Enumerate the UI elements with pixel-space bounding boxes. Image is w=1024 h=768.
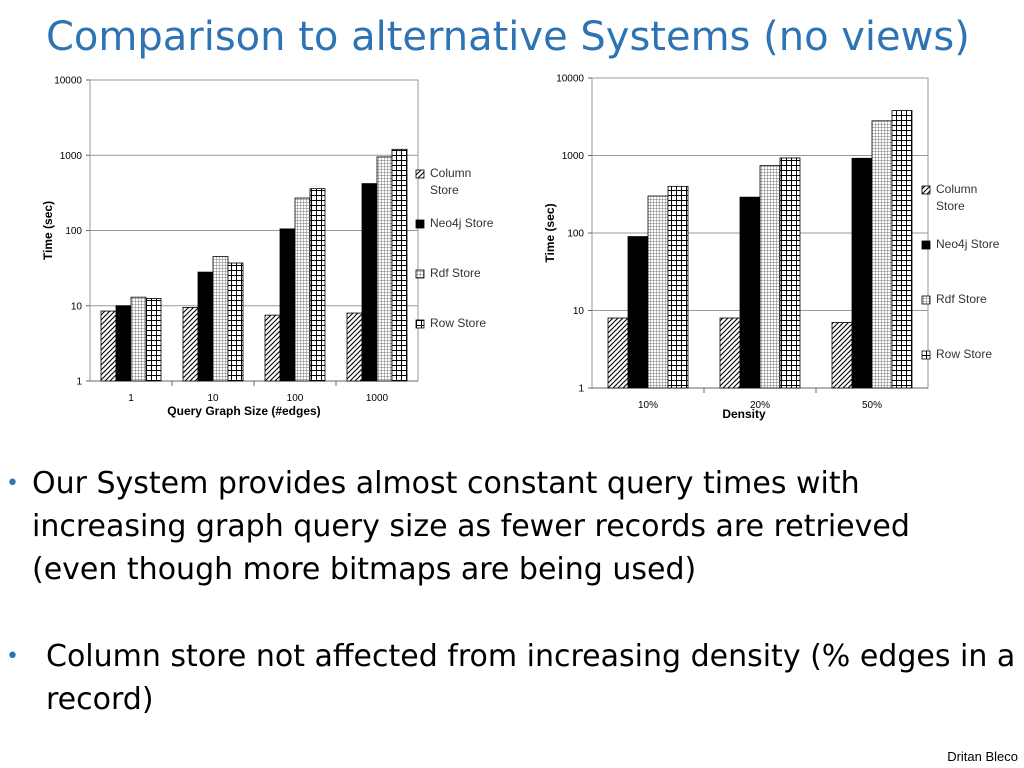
legend-label-neo4j-store: Neo4j Store (430, 216, 494, 230)
chart-density: 1 10 100 1000 10000 10% 20% 50% Density Time (sec… (543, 74, 1000, 422)
legend-label-column-store: Column Store (430, 166, 471, 197)
bullet-item-2: • Column store not affected from increas… (6, 635, 1016, 721)
bar-neo4j-store-10 (627, 236, 649, 389)
legend-swatch-row-store (415, 319, 425, 329)
legend-label-column-store: Column Store (936, 182, 977, 213)
bar-neo4j-store-1 (115, 305, 132, 382)
x-tick-label: 10 (207, 393, 219, 404)
bullet-dot-icon: • (6, 644, 19, 669)
y-tick-label: 100 (65, 226, 82, 237)
bar-column-store-10 (182, 307, 199, 382)
bar-column-store-50 (831, 322, 853, 389)
y-tick-label: 1000 (60, 151, 83, 162)
legend-swatch-column-store (415, 169, 425, 179)
bar-neo4j-store-100 (279, 228, 296, 382)
y-tick-label: 10000 (54, 76, 82, 87)
y-tick-label: 1000 (562, 151, 585, 162)
bar-row-store-1 (145, 298, 162, 382)
bullet-dot-icon: • (6, 471, 19, 496)
bullet-text-1: Our System provides almost constant quer… (32, 466, 910, 587)
bar-neo4j-store-1000 (361, 183, 378, 382)
bar-row-store-100 (309, 188, 326, 382)
legend-swatch-row-store (921, 350, 931, 360)
bar-row-store-1000 (391, 148, 408, 382)
x-tick-label: 1 (128, 393, 134, 404)
bar-row-store-10 (667, 185, 689, 389)
y-tick-label: 1 (578, 384, 584, 395)
bullet-item-1: • Our System provides almost constant qu… (6, 462, 996, 591)
bar-rdf-store-100 (294, 197, 311, 382)
legend-swatch-rdf-store (921, 295, 931, 305)
y-tick-label: 10000 (556, 74, 584, 85)
bar-row-store-10 (227, 262, 244, 382)
bar-rdf-store-10 (212, 256, 229, 382)
y-tick-label: 1 (76, 377, 82, 388)
bar-rdf-store-1000 (376, 156, 393, 382)
bar-row-store-20 (779, 157, 801, 389)
legend-label-row-store: Row Store (936, 347, 992, 361)
y-axis-title: Time (sec) (543, 203, 557, 262)
x-tick-label: 20% (750, 400, 770, 411)
legend-swatch-rdf-store (415, 269, 425, 279)
slide-title: Comparison to alternative Systems (no vi… (46, 14, 970, 60)
x-axis-title: Query Graph Size (#edges) (167, 404, 320, 418)
x-tick-label: 10% (638, 400, 658, 411)
bar-neo4j-store-50 (851, 157, 873, 389)
bar-column-store-20 (719, 317, 741, 389)
bar-neo4j-store-20 (739, 196, 761, 389)
x-axis-title: Density (722, 407, 766, 421)
bullet-text-2: Column store not affected from increasin… (46, 639, 1016, 717)
legend-label-neo4j-store: Neo4j Store (936, 237, 1000, 251)
x-tick-label: 100 (287, 393, 304, 404)
legend-swatch-neo4j-store (415, 219, 425, 229)
bar-rdf-store-50 (871, 120, 893, 389)
y-axis-title: Time (sec) (41, 201, 55, 260)
bar-row-store-50 (891, 110, 913, 389)
footer-author: Dritan Bleco (947, 749, 1018, 764)
legend-label-rdf-store: Rdf Store (936, 292, 987, 306)
bar-column-store-10 (607, 317, 629, 389)
chart-query-graph-size: 1 10 100 1000 10000 1 10 100 1000 Query Graph Siz… (41, 76, 494, 419)
y-tick-label: 100 (567, 229, 584, 240)
x-tick-label: 50% (862, 400, 882, 411)
bar-neo4j-store-10 (197, 271, 214, 382)
bar-rdf-store-1 (130, 296, 147, 382)
legend-label-row-store: Row Store (430, 316, 486, 330)
bar-column-store-1 (100, 310, 117, 382)
bar-column-store-1000 (346, 312, 363, 382)
legend-swatch-neo4j-store (921, 240, 931, 250)
legend-swatch-column-store (921, 185, 931, 195)
y-tick-label: 10 (573, 306, 585, 317)
bar-rdf-store-10 (647, 195, 669, 389)
legend-label-rdf-store: Rdf Store (430, 266, 481, 280)
y-tick-label: 10 (71, 301, 83, 312)
bar-column-store-100 (264, 314, 281, 382)
x-tick-label: 1000 (366, 393, 389, 404)
bar-rdf-store-20 (759, 165, 781, 389)
